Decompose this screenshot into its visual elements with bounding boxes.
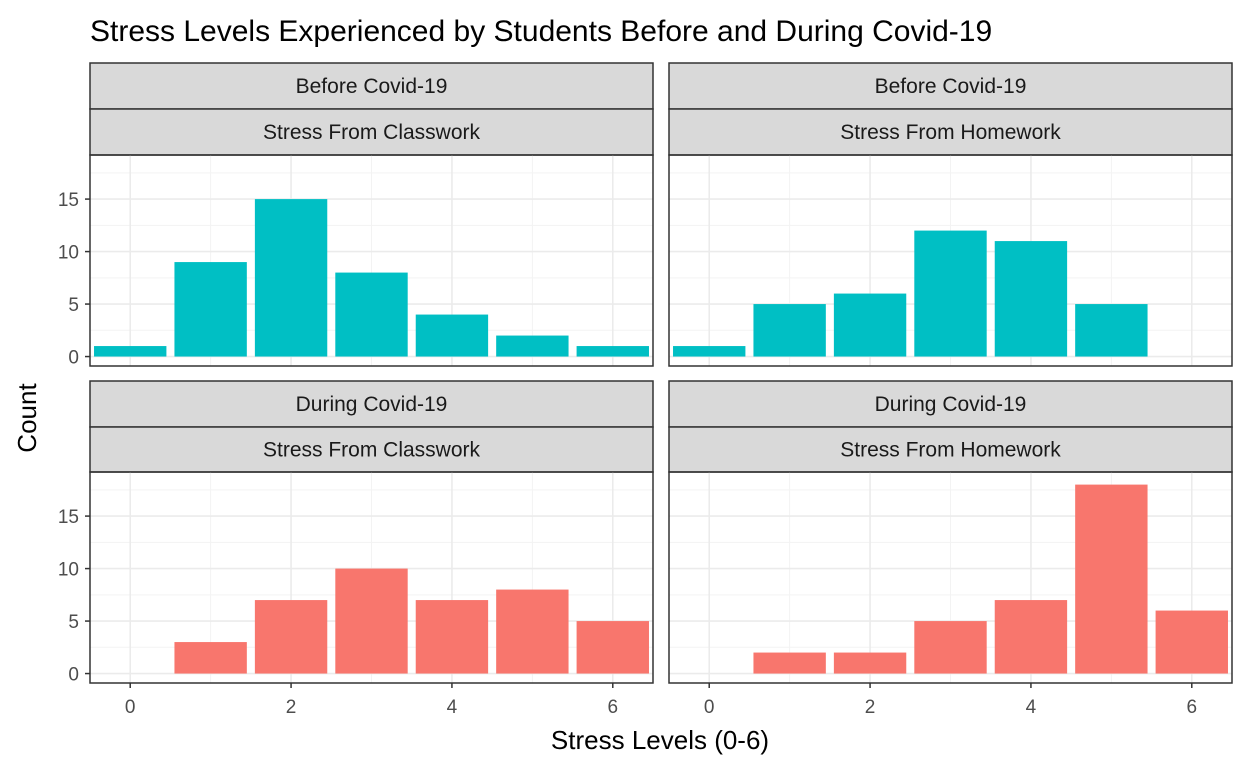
y-tick-label: 15 [58,507,79,528]
x-axis-title: Stress Levels (0-6) [551,725,769,755]
x-tick-label: 2 [865,697,876,718]
bar [1155,610,1228,674]
facet-panels: Before Covid-19 Stress From Classwork 0 5 10… [58,62,1233,718]
bar [833,293,907,357]
y-tick-label: 0 [68,665,79,686]
panel-border [668,471,1233,684]
y-tick-label: 5 [68,295,79,316]
bar [753,652,826,674]
bar [576,621,649,674]
y-tick-label: 10 [58,560,79,581]
strip-period-label: Before Covid-19 [296,75,448,98]
y-axis-title: Count [12,383,42,453]
strip-period-label: Before Covid-19 [875,75,1027,98]
x-tick-label: 6 [1186,697,1197,718]
strip-source-box [668,108,1233,156]
x-tick-label: 0 [704,697,715,718]
facet-panel: Before Covid-19 Stress From Homework [668,62,1233,367]
facet-panel: During Covid-19 Stress From Classwork 0 5 10… [58,380,654,718]
strip-source-box [89,108,654,156]
facet-panel: During Covid-19 Stress From Homework 0 2 4 6 [668,380,1233,718]
bar [496,589,569,674]
bar [1075,304,1148,357]
bar [415,314,489,357]
bar [415,600,489,674]
y-tick-label: 15 [58,190,79,211]
bar [576,346,649,357]
bar [94,346,167,357]
bar [174,262,247,357]
strip-source-box [668,426,1233,473]
x-tick-label: 4 [447,697,458,718]
strip-period-box [668,380,1233,428]
bar [496,335,569,357]
chart-title: Stress Levels Experienced by Students Be… [90,15,992,48]
bar [174,642,247,674]
bar [994,600,1068,674]
strip-source-box [89,426,654,473]
y-tick-label: 10 [58,243,79,264]
strip-source-label: Stress From Classwork [263,439,481,462]
strip-period-box [89,380,654,428]
bar [914,621,987,674]
strip-period-box [89,62,654,110]
y-tick-label: 0 [68,348,79,369]
strip-period-label: During Covid-19 [296,393,448,416]
strip-source-label: Stress From Homework [840,439,1061,462]
strip-source-label: Stress From Classwork [263,121,481,144]
bar [914,230,987,357]
bar [833,652,907,674]
x-tick-label: 2 [286,697,297,718]
bar [254,199,328,357]
strip-period-label: During Covid-19 [875,393,1027,416]
strip-source-label: Stress From Homework [840,121,1061,144]
bar [1075,484,1148,674]
bar [753,304,826,357]
bar [335,272,408,357]
panel-border [89,471,654,684]
bar [994,241,1068,357]
x-tick-label: 4 [1026,697,1037,718]
panel-border [89,154,654,367]
bar [335,568,408,674]
strip-period-box [668,62,1233,110]
x-tick-label: 6 [607,697,618,718]
x-tick-label: 0 [125,697,136,718]
facet-panel: Before Covid-19 Stress From Classwork 0 5 10… [58,62,654,369]
y-tick-label: 5 [68,612,79,633]
bar [254,600,328,674]
bar [673,346,746,357]
panel-border [668,154,1233,367]
